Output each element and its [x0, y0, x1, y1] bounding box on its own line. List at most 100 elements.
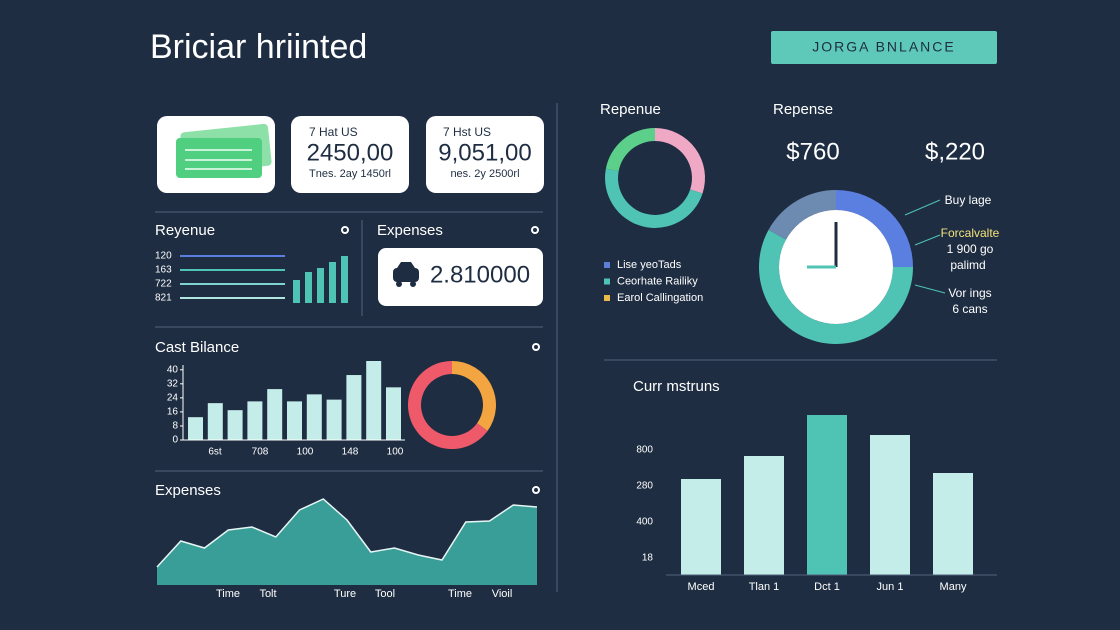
panel-title: Expenses	[377, 222, 443, 239]
panel-title: Repense	[773, 101, 833, 118]
legend-swatch	[604, 295, 610, 301]
bar	[681, 479, 721, 575]
money-icon	[176, 123, 272, 178]
bar	[188, 417, 203, 440]
donut-segment	[768, 190, 836, 240]
panel-title: Curr mstruns	[633, 378, 720, 395]
bar	[341, 256, 348, 303]
leader-lines	[904, 199, 946, 294]
menu-dot[interactable]	[532, 486, 540, 494]
legend-label: 120	[155, 251, 172, 262]
bar	[346, 375, 362, 440]
bar	[744, 456, 784, 575]
bar	[287, 401, 302, 440]
card-value: 2450,00	[307, 139, 394, 166]
donut-label: Forcalvalte	[941, 226, 1000, 240]
balance-button[interactable]	[771, 31, 997, 64]
bar	[329, 262, 336, 303]
x-tick-label: Ture	[334, 588, 356, 600]
card-note: nes. 2y 2500rl	[450, 168, 519, 180]
menu-dot[interactable]	[341, 226, 349, 234]
donut-label: 1 900 go	[947, 242, 994, 256]
y-tick-label: 0	[172, 435, 178, 446]
donut-segment	[605, 128, 655, 172]
x-tick-label: Many	[940, 581, 967, 593]
bar	[386, 387, 401, 440]
card-value: 9,051,00	[438, 139, 531, 166]
y-tick-label: 32	[167, 378, 179, 389]
car-icon	[393, 262, 419, 287]
bar	[870, 435, 910, 575]
donut-label: 6 cans	[952, 302, 987, 316]
bar	[306, 394, 322, 440]
y-tick-label: 18	[642, 553, 654, 564]
y-tick-label: 16	[167, 407, 179, 418]
bar	[247, 401, 263, 440]
panel-title: Cast Bilance	[155, 339, 239, 356]
amount: $760	[786, 138, 839, 165]
y-tick-label: 800	[636, 445, 653, 456]
bar	[933, 473, 973, 575]
bar	[326, 399, 342, 440]
panel-title: Reyenue	[155, 222, 215, 239]
donut-segment	[452, 361, 497, 431]
legend-label: Lise yeoTads	[617, 259, 682, 271]
x-tick-label: Time	[448, 588, 472, 600]
bar	[366, 361, 382, 440]
card-label: 7 Hat US	[309, 125, 358, 139]
card	[426, 116, 544, 193]
y-tick-label: 40	[167, 364, 179, 375]
donut-label: Vor ings	[948, 286, 991, 300]
x-tick-label: Vioil	[492, 588, 513, 600]
x-tick-label: 708	[252, 447, 269, 458]
bar	[227, 410, 243, 440]
card	[378, 248, 543, 306]
x-tick-label: Dct 1	[814, 581, 840, 593]
card-label: 7 Hst US	[443, 125, 491, 139]
donut-segment	[408, 361, 488, 449]
card-note: Tnes. 2ay 1450rl	[309, 168, 391, 180]
legend-label: Ceorhate Railiky	[617, 275, 698, 287]
y-tick-label: 280	[636, 481, 653, 492]
donut-segment	[605, 168, 703, 228]
panel-title: Expenses	[155, 482, 221, 499]
legend-label: 722	[155, 279, 172, 290]
x-tick-label: Tlan 1	[749, 581, 780, 593]
button-label[interactable]: JORGA BNLANCE	[812, 39, 955, 55]
y-tick-label: 8	[172, 421, 178, 432]
area	[157, 499, 537, 585]
donut-label: Buy lage	[945, 193, 992, 207]
y-tick-label: 24	[167, 393, 179, 404]
legend-label: 163	[155, 265, 172, 276]
x-tick-label: Jun 1	[877, 581, 904, 593]
bar	[293, 280, 300, 303]
y-tick-label: 400	[636, 517, 653, 528]
x-tick-label: Tolt	[259, 588, 276, 600]
x-tick-label: 148	[342, 447, 359, 458]
bar	[807, 415, 847, 575]
expenses-value: 2.810000	[430, 261, 530, 288]
amount: $,220	[925, 138, 985, 165]
legend-label: 821	[155, 293, 172, 304]
page-title: Briciar hriinted	[150, 28, 367, 66]
donut-segment	[836, 190, 913, 267]
x-tick-label: 100	[387, 447, 404, 458]
menu-dot[interactable]	[532, 343, 540, 351]
x-tick-label: 100	[297, 447, 314, 458]
legend-label: Earol Callingation	[617, 292, 703, 304]
bar	[207, 403, 223, 440]
area-line	[156, 498, 538, 568]
legend-swatch	[604, 262, 610, 268]
donut-label: palimd	[950, 258, 985, 272]
bar	[267, 389, 283, 440]
bar	[305, 272, 312, 303]
card	[291, 116, 409, 193]
legend-swatch	[604, 278, 610, 285]
x-tick-label: Tool	[375, 588, 395, 600]
x-tick-label: Mced	[688, 581, 715, 593]
panel-title: Repenue	[600, 101, 661, 118]
donut-segment	[654, 128, 705, 194]
menu-dot[interactable]	[531, 226, 539, 234]
x-tick-label: Time	[216, 588, 240, 600]
